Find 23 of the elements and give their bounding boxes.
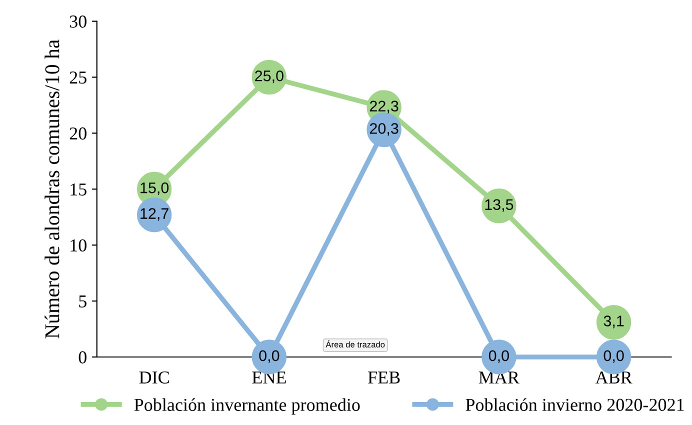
data-label: 0,0 <box>488 350 509 363</box>
y-tick-label: 15 <box>70 183 86 196</box>
data-label: 0,0 <box>604 350 624 363</box>
y-tick-label: 5 <box>79 295 86 308</box>
y-tick-label: 10 <box>70 239 86 252</box>
y-tick-label: 30 <box>70 16 86 28</box>
data-label: 12,7 <box>140 208 168 221</box>
data-label: 25,0 <box>255 70 284 84</box>
data-label: 15,0 <box>140 182 169 196</box>
legend-label: Población invierno 2020-2021 <box>466 398 684 411</box>
data-label: 22,3 <box>370 100 398 114</box>
annotation: Área de trazado <box>326 340 385 348</box>
y-axis-title: Número de alondras comunes/10 ha <box>44 40 60 338</box>
x-tick-label: DIC <box>139 371 169 384</box>
legend-label: Población invernante promedio <box>134 398 360 415</box>
data-label: 0,0 <box>259 350 280 363</box>
y-tick-label: 0 <box>78 351 86 364</box>
y-tick-label: 20 <box>70 127 86 140</box>
data-label: 13,5 <box>485 199 514 212</box>
data-label: 20,3 <box>370 123 398 136</box>
x-tick-label: FEB <box>368 372 400 384</box>
y-tick-label: 25 <box>70 72 86 84</box>
data-label: 3,1 <box>604 316 624 328</box>
